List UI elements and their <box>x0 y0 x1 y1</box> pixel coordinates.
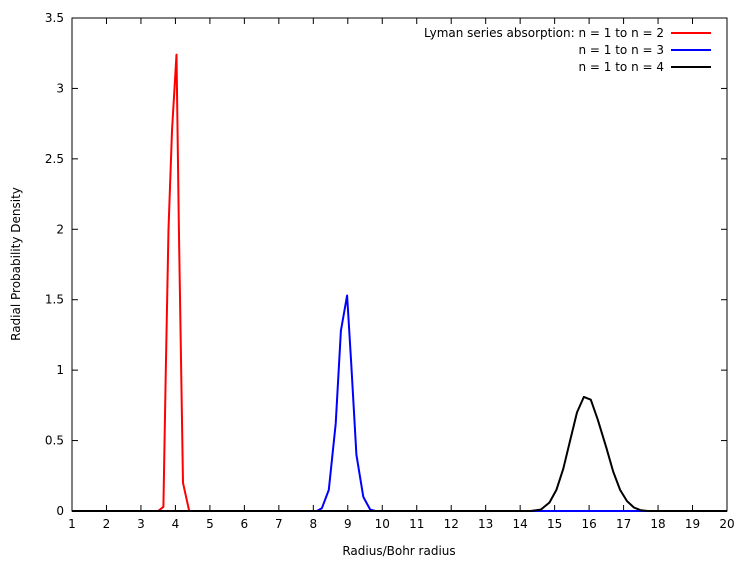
y-tick-label: 1 <box>56 363 64 377</box>
x-tick-label: 14 <box>513 517 528 531</box>
x-tick-label: 18 <box>650 517 665 531</box>
x-tick-label: 9 <box>344 517 352 531</box>
y-tick-label: 3.5 <box>45 11 64 25</box>
x-tick-label: 3 <box>137 517 145 531</box>
x-axis-label: Radius/Bohr radius <box>342 544 455 558</box>
legend-label-2: n = 1 to n = 3 <box>578 43 664 57</box>
series-line-3 <box>72 395 727 512</box>
legend: Lyman series absorption: n = 1 to n = 2 n… <box>424 26 711 74</box>
y-tick-label: 0.5 <box>45 434 64 448</box>
x-axis: 1 2 3 4 5 6 7 8 9 10 11 12 13 14 15 16 17 18 19 20 <box>68 18 735 531</box>
x-tick-label: 19 <box>685 517 700 531</box>
y-tick-label: 2.5 <box>45 152 64 166</box>
x-tick-label: 2 <box>103 517 111 531</box>
legend-label-1: Lyman series absorption: n = 1 to n = 2 <box>424 26 664 40</box>
series-lines <box>72 53 727 512</box>
legend-label-3: n = 1 to n = 4 <box>578 60 664 74</box>
x-tick-label: 10 <box>375 517 390 531</box>
x-tick-label: 11 <box>409 517 424 531</box>
y-tick-label: 0 <box>56 504 64 518</box>
y-tick-label: 2 <box>56 222 64 236</box>
y-axis: 0 0.5 1 1.5 2 2.5 3 3.5 <box>45 11 727 518</box>
x-tick-label: 13 <box>478 517 493 531</box>
x-tick-label: 17 <box>616 517 631 531</box>
x-tick-label: 20 <box>719 517 734 531</box>
x-tick-label: 1 <box>68 517 76 531</box>
plot-frame <box>71 17 728 512</box>
x-tick-label: 15 <box>547 517 562 531</box>
x-tick-label: 12 <box>444 517 459 531</box>
x-tick-label: 4 <box>172 517 180 531</box>
series-line-2 <box>72 294 727 512</box>
y-tick-label: 1.5 <box>45 293 64 307</box>
y-axis-label: Radial Probability Density <box>9 187 23 341</box>
x-tick-label: 6 <box>241 517 249 531</box>
x-tick-label: 5 <box>206 517 214 531</box>
x-tick-label: 7 <box>275 517 283 531</box>
series-line-1 <box>72 53 727 512</box>
x-tick-label: 8 <box>309 517 317 531</box>
y-tick-label: 3 <box>56 81 64 95</box>
x-tick-label: 16 <box>581 517 596 531</box>
